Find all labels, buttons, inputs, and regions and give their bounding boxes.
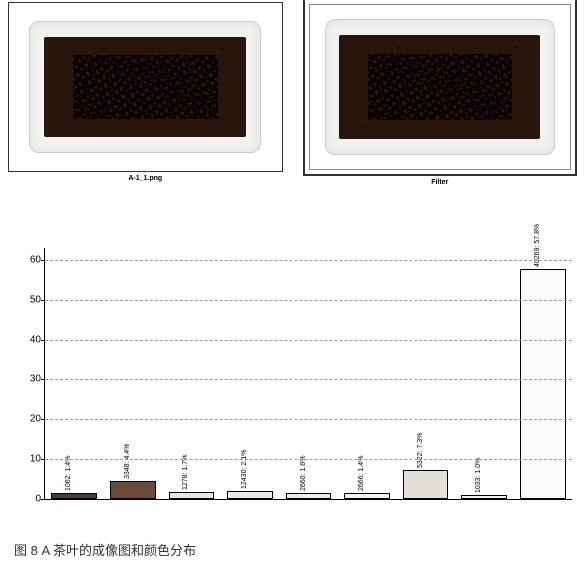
y-tick-mark	[41, 419, 45, 420]
grid-line	[45, 340, 572, 341]
bar-slot: 1033: 1.0%	[455, 248, 514, 499]
y-tick-mark	[41, 379, 45, 380]
y-tick-label: 50	[17, 294, 41, 305]
panel-left: A-1_1.png	[8, 2, 283, 186]
bar-label: 3348: 4.4%	[124, 444, 131, 479]
y-tick-label: 20	[17, 414, 41, 425]
grid-line	[45, 260, 572, 261]
y-tick-mark	[41, 459, 45, 460]
bar-slot: 1062: 1.4%	[45, 248, 104, 499]
image-panels: A-1_1.png Filter	[0, 0, 585, 186]
bar: 3348: 4.4%	[110, 481, 156, 499]
grid-line	[45, 300, 572, 301]
bar-slot: 12430: 2.1%	[221, 248, 280, 499]
bar-label: 12430: 2.1%	[241, 449, 248, 488]
y-tick-mark	[41, 300, 45, 301]
bar-label: 2660: 1.6%	[300, 455, 307, 490]
tray-right	[325, 19, 555, 155]
bar: 40269: 57.8%	[520, 269, 566, 499]
bar-label: 1033: 1.0%	[475, 458, 482, 493]
y-tick-mark	[41, 499, 45, 500]
y-tick-mark	[41, 340, 45, 341]
grid-line	[45, 379, 572, 380]
panel-left-image	[8, 2, 283, 172]
figure-caption: 图 8 A 茶叶的成像图和颜色分布	[14, 540, 196, 559]
bar-label: 5322: 7.3%	[417, 433, 424, 468]
bar: 12430: 2.1%	[227, 491, 273, 499]
panel-right: Filter	[303, 2, 578, 186]
bar: 2660: 1.6%	[286, 493, 332, 499]
panel-left-caption: A-1_1.png	[8, 175, 283, 182]
y-tick-label: 60	[17, 254, 41, 265]
bar: 5322: 7.3%	[403, 470, 449, 499]
grid-line	[45, 419, 572, 420]
panel-right-caption: Filter	[303, 179, 578, 186]
bar-slot: 1278: 1.7%	[162, 248, 221, 499]
tea-leaves-left	[44, 37, 246, 138]
plot-area: 1062: 1.4% 3348: 4.4% 1278: 1.7% 12430: 2.1…	[44, 248, 572, 500]
bar-label: 2666: 1.4%	[358, 456, 365, 491]
bar-slot: 2660: 1.6%	[279, 248, 338, 499]
bar-label: 1062: 1.4%	[65, 456, 72, 491]
y-tick-label: 0	[17, 494, 41, 505]
bar-slot: 3348: 4.4%	[104, 248, 163, 499]
color-distribution-chart: 1062: 1.4% 3348: 4.4% 1278: 1.7% 12430: 2.1…	[8, 244, 578, 514]
panel-right-image	[303, 0, 578, 176]
y-tick-mark	[41, 260, 45, 261]
tray-left	[29, 21, 261, 152]
bar: 2666: 1.4%	[344, 493, 390, 499]
bar-slot: 2666: 1.4%	[338, 248, 397, 499]
bar: 1033: 1.0%	[461, 495, 507, 499]
y-tick-label: 10	[17, 454, 41, 465]
tea-leaves-right	[339, 35, 540, 139]
y-tick-label: 40	[17, 334, 41, 345]
bar-slot: 5322: 7.3%	[396, 248, 455, 499]
bar-slot: 40269: 57.8%	[514, 248, 573, 499]
bars-container: 1062: 1.4% 3348: 4.4% 1278: 1.7% 12430: 2.1…	[45, 248, 572, 499]
bar: 1062: 1.4%	[51, 493, 97, 499]
y-tick-label: 30	[17, 374, 41, 385]
grid-line	[45, 459, 572, 460]
bar: 1278: 1.7%	[169, 492, 215, 499]
